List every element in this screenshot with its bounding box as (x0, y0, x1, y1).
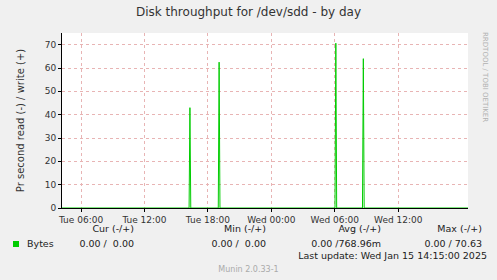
html-text:Last update: Wed Jan 15 14:15:: Last update: Wed Jan 15 14:15:00 2025 (298, 250, 487, 261)
svg-text:Pr second read (-) / write (+): Pr second read (-) / write (+) (15, 49, 26, 192)
svg-text:Wed 00:00: Wed 00:00 (247, 215, 296, 225)
html-text:Bytes: Bytes (27, 238, 54, 249)
svg-text:Tue 12:00: Tue 12:00 (121, 215, 166, 225)
html-text:Min (-/+): Min (-/+) (224, 223, 266, 234)
svg-text:0: 0 (50, 203, 56, 213)
html-text:0.00 / 0.00: 0.00 / 0.00 (211, 238, 266, 249)
html-text:RRDTOOL / TOBI OETIKER: RRDTOOL / TOBI OETIKER (481, 32, 489, 123)
svg-text:40: 40 (45, 110, 57, 120)
html-text:0.00 / 70.63: 0.00 / 70.63 (424, 238, 482, 249)
svg-text:Tue 18:00: Tue 18:00 (185, 215, 230, 225)
svg-text:Wed 06:00: Wed 06:00 (311, 215, 360, 225)
svg-text:Wed 12:00: Wed 12:00 (374, 215, 423, 225)
svg-text:50: 50 (45, 86, 57, 96)
html-text:Cur (-/+): Cur (-/+) (92, 223, 134, 234)
svg-text:30: 30 (45, 133, 57, 143)
html-text:Avg (-/+): Avg (-/+) (338, 223, 381, 234)
svg-text:70: 70 (45, 40, 57, 50)
svg-text:Disk throughput for /dev/sdd -: Disk throughput for /dev/sdd - by day (136, 5, 361, 19)
svg-text:10: 10 (45, 180, 57, 190)
svg-text:60: 60 (45, 63, 57, 73)
html-text:0.00 /768.96m: 0.00 /768.96m (311, 238, 381, 249)
svg-text:Tue 06:00: Tue 06:00 (58, 215, 103, 225)
html-text:Max (-/+): Max (-/+) (437, 223, 482, 234)
svg-text:20: 20 (45, 156, 57, 166)
html-text:0.00 / 0.00: 0.00 / 0.00 (79, 238, 134, 249)
html-text:Munin 2.0.33-1: Munin 2.0.33-1 (218, 265, 279, 274)
